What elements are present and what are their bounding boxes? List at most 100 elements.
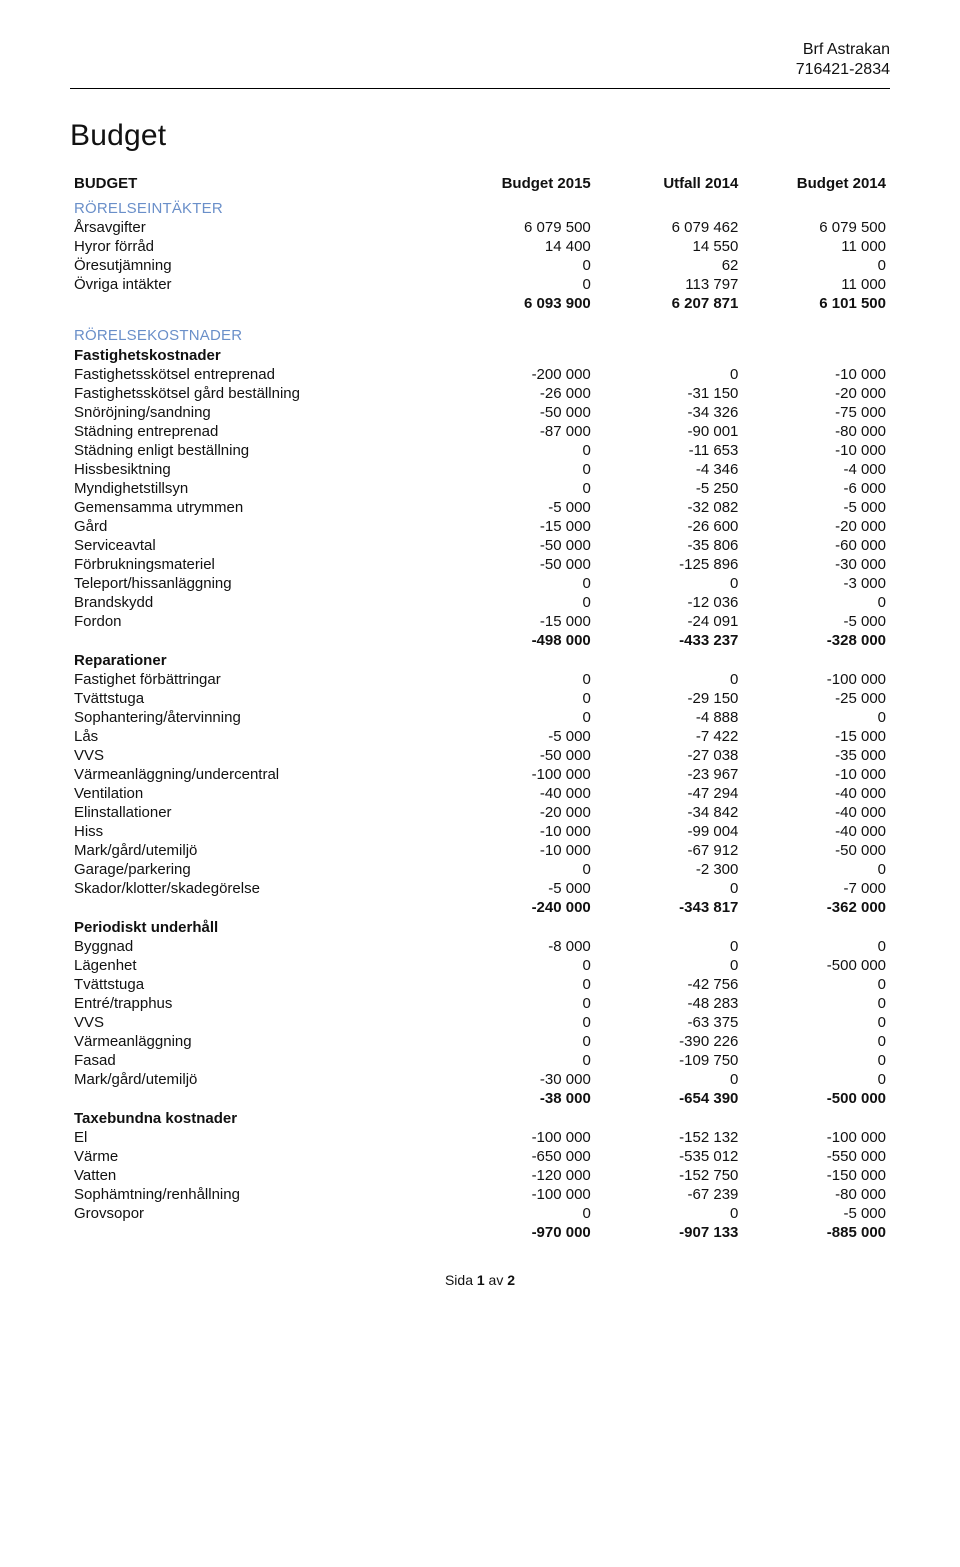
subsection-title: Fastighetskostnader [70,345,890,365]
row-c1: 0 [447,1204,595,1223]
row-c2: -152 750 [595,1166,743,1185]
row-c2: -42 756 [595,975,743,994]
row-c2: 0 [595,879,743,898]
sum-c2: -433 237 [595,631,743,650]
row-label: Myndighetstillsyn [70,479,447,498]
row-c3: -5 000 [742,612,890,631]
table-row: Tvättstuga0-29 150-25 000 [70,689,890,708]
sum-c3: -885 000 [742,1223,890,1242]
subsection-header-row: Reparationer [70,650,890,670]
row-c3: 0 [742,860,890,879]
table-row: VVS-50 000-27 038-35 000 [70,746,890,765]
section-title: RÖRELSEKOSTNADER [70,321,890,345]
row-c3: 0 [742,256,890,275]
row-label: Garage/parkering [70,860,447,879]
sum-c3: -500 000 [742,1089,890,1108]
table-row: Fastighetsskötsel entreprenad-200 0000-1… [70,365,890,384]
table-row: VVS0-63 3750 [70,1013,890,1032]
row-c3: -15 000 [742,727,890,746]
sum-label [70,1223,447,1242]
row-label: Fastighetsskötsel entreprenad [70,365,447,384]
row-label: Värmeanläggning/undercentral [70,765,447,784]
row-c1: 0 [447,256,595,275]
row-c2: -31 150 [595,384,743,403]
row-label: Fastighet förbättringar [70,670,447,689]
table-row: Tvättstuga0-42 7560 [70,975,890,994]
table-row: Myndighetstillsyn0-5 250-6 000 [70,479,890,498]
row-c2: -390 226 [595,1032,743,1051]
table-row: Fordon-15 000-24 091-5 000 [70,612,890,631]
col-header-c3: Budget 2014 [742,171,890,194]
sum-c2: -654 390 [595,1089,743,1108]
row-c1: -15 000 [447,612,595,631]
row-label: Mark/gård/utemiljö [70,841,447,860]
row-c2: -47 294 [595,784,743,803]
row-c1: -120 000 [447,1166,595,1185]
row-c1: 6 079 500 [447,218,595,237]
row-label: Öresutjämning [70,256,447,275]
row-c3: -5 000 [742,498,890,517]
table-row: Mark/gård/utemiljö-10 000-67 912-50 000 [70,841,890,860]
row-c3: -150 000 [742,1166,890,1185]
table-row: Hiss-10 000-99 004-40 000 [70,822,890,841]
row-c1: 0 [447,708,595,727]
row-label: VVS [70,1013,447,1032]
row-c1: 0 [447,956,595,975]
table-row: Gård-15 000-26 600-20 000 [70,517,890,536]
row-label: Tvättstuga [70,689,447,708]
row-c2: -125 896 [595,555,743,574]
table-row: Lägenhet00-500 000 [70,956,890,975]
row-c3: -40 000 [742,822,890,841]
table-row: Entré/trapphus0-48 2830 [70,994,890,1013]
row-c3: -10 000 [742,365,890,384]
row-label: Lägenhet [70,956,447,975]
row-c2: -48 283 [595,994,743,1013]
table-row: Övriga intäkter0113 79711 000 [70,275,890,294]
row-c2: -4 888 [595,708,743,727]
row-c3: 0 [742,1070,890,1089]
row-c1: -100 000 [447,765,595,784]
row-label: Fordon [70,612,447,631]
row-c3: 0 [742,708,890,727]
row-c3: -4 000 [742,460,890,479]
row-c1: 0 [447,994,595,1013]
row-label: El [70,1128,447,1147]
subsection-title: Taxebundna kostnader [70,1108,890,1128]
subsection-title: Reparationer [70,650,890,670]
col-header-c1: Budget 2015 [447,171,595,194]
row-c2: -67 239 [595,1185,743,1204]
row-label: Hyror förråd [70,237,447,256]
row-label: Lås [70,727,447,746]
table-row: Hissbesiktning0-4 346-4 000 [70,460,890,479]
row-c2: -24 091 [595,612,743,631]
org-header: Brf Astrakan 716421-2834 [70,40,890,80]
table-row: Ventilation-40 000-47 294-40 000 [70,784,890,803]
table-row: Vatten-120 000-152 750-150 000 [70,1166,890,1185]
subsection-header-row: Fastighetskostnader [70,345,890,365]
row-label: Övriga intäkter [70,275,447,294]
row-c3: -20 000 [742,384,890,403]
row-label: Serviceavtal [70,536,447,555]
org-number: 716421-2834 [70,60,890,80]
row-label: Elinstallationer [70,803,447,822]
row-label: Gemensamma utrymmen [70,498,447,517]
subsection-sum-row: -498 000-433 237-328 000 [70,631,890,650]
row-label: Värmeanläggning [70,1032,447,1051]
row-c1: -650 000 [447,1147,595,1166]
header-divider [70,88,890,89]
table-row: Mark/gård/utemiljö-30 00000 [70,1070,890,1089]
row-c3: -20 000 [742,517,890,536]
row-c3: -5 000 [742,1204,890,1223]
subsection-sum-row: -240 000-343 817-362 000 [70,898,890,917]
row-c1: -5 000 [447,879,595,898]
row-c2: -90 001 [595,422,743,441]
row-c1: -30 000 [447,1070,595,1089]
row-c2: -27 038 [595,746,743,765]
table-row: Byggnad-8 00000 [70,937,890,956]
footer-prefix: Sida [445,1272,477,1288]
row-c3: 0 [742,937,890,956]
row-c2: 0 [595,574,743,593]
row-label: Sophämtning/renhållning [70,1185,447,1204]
col-header-c2: Utfall 2014 [595,171,743,194]
row-c1: -5 000 [447,498,595,517]
